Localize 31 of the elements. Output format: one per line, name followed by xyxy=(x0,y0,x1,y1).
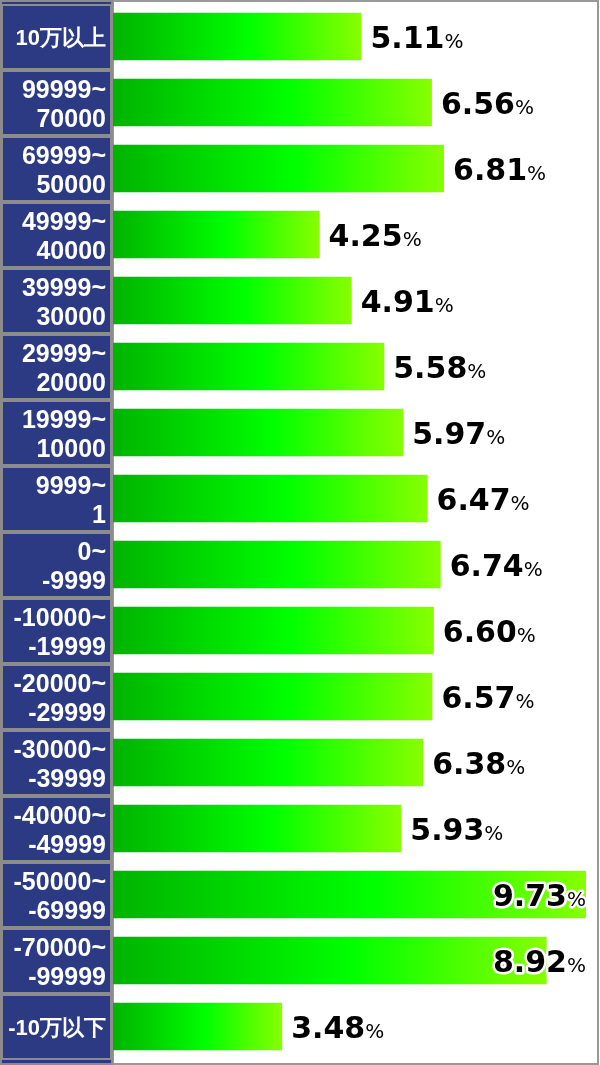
category-label: 99999~70000 xyxy=(21,75,106,132)
category-label: -50000~-69999 xyxy=(13,867,106,924)
category-label: 29999~20000 xyxy=(21,339,106,396)
data-label: 6.56% xyxy=(440,86,534,121)
data-label: 6.38% xyxy=(432,746,526,781)
category-label: 0~-9999 xyxy=(42,537,106,594)
category-label: 49999~40000 xyxy=(21,207,106,264)
data-label: 5.93% xyxy=(410,812,504,847)
data-label: 4.25% xyxy=(328,218,422,253)
data-label: 6.81% xyxy=(453,152,547,187)
category-label: -40000~-49999 xyxy=(13,801,106,858)
category-label: 19999~10000 xyxy=(21,405,106,462)
data-label: 4.91% xyxy=(360,284,454,319)
data-label: 5.11% xyxy=(370,20,464,55)
data-label: 9.73% xyxy=(492,878,586,913)
category-label: 39999~30000 xyxy=(21,273,106,330)
data-label: 6.60% xyxy=(442,614,536,649)
category-label: 69999~50000 xyxy=(21,141,106,198)
category-label: -70000~-99999 xyxy=(13,933,106,990)
category-label: -10万以下 xyxy=(8,1015,106,1040)
data-label: 5.58% xyxy=(393,350,487,385)
data-label: 3.48% xyxy=(291,1010,385,1045)
category-label: -30000~-39999 xyxy=(13,735,106,792)
data-label: 6.57% xyxy=(441,680,535,715)
category-label: -20000~-29999 xyxy=(13,669,106,726)
category-label: 9999~1 xyxy=(35,471,106,528)
category-label: 10万以上 xyxy=(15,25,106,50)
category-label: -10000~-19999 xyxy=(13,603,106,660)
data-label: 5.97% xyxy=(412,416,506,451)
data-label: 6.74% xyxy=(449,548,543,583)
data-label: 6.47% xyxy=(436,482,530,517)
